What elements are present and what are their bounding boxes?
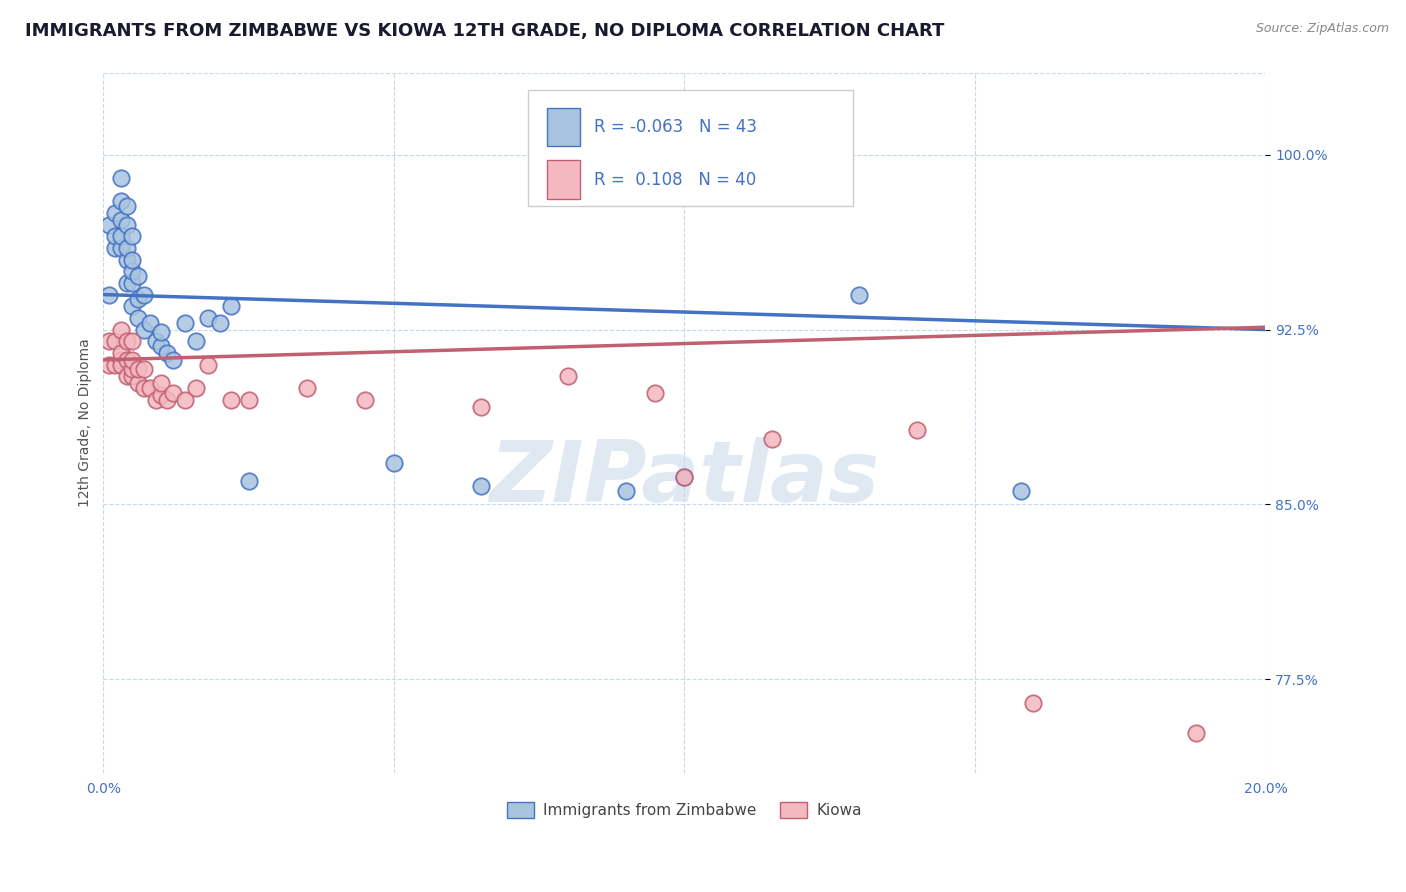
Text: ZIPatlas: ZIPatlas xyxy=(489,437,880,520)
Point xyxy=(238,474,260,488)
Point xyxy=(295,381,318,395)
Point xyxy=(110,346,132,360)
Legend: Immigrants from Zimbabwe, Kiowa: Immigrants from Zimbabwe, Kiowa xyxy=(501,797,868,824)
Point xyxy=(382,456,405,470)
Point xyxy=(121,369,143,384)
Point xyxy=(121,362,143,376)
Point xyxy=(470,400,492,414)
Point xyxy=(150,325,173,339)
Point xyxy=(208,316,231,330)
Point xyxy=(614,483,637,498)
Point xyxy=(353,392,375,407)
Point xyxy=(156,392,179,407)
Point xyxy=(673,469,696,483)
Point xyxy=(150,388,173,402)
Point xyxy=(150,339,173,353)
Point xyxy=(150,376,173,391)
Point xyxy=(127,310,149,325)
Point xyxy=(1184,726,1206,740)
Point xyxy=(127,376,149,391)
Point xyxy=(162,352,184,367)
Text: R =  0.108   N = 40: R = 0.108 N = 40 xyxy=(593,170,756,189)
Point xyxy=(115,352,138,367)
Text: Source: ZipAtlas.com: Source: ZipAtlas.com xyxy=(1256,22,1389,36)
Point xyxy=(156,346,179,360)
Point xyxy=(905,423,928,437)
Point xyxy=(98,218,121,232)
Point xyxy=(115,334,138,349)
Point xyxy=(162,385,184,400)
Point xyxy=(673,469,696,483)
Point xyxy=(115,199,138,213)
Point xyxy=(132,381,155,395)
Point xyxy=(115,276,138,290)
Point xyxy=(145,392,167,407)
Point xyxy=(98,358,121,372)
Point xyxy=(219,299,242,313)
Point xyxy=(219,392,242,407)
Point xyxy=(132,362,155,376)
Point xyxy=(121,352,143,367)
Point xyxy=(132,322,155,336)
Point xyxy=(110,358,132,372)
Point xyxy=(1010,483,1032,498)
Text: R = -0.063   N = 43: R = -0.063 N = 43 xyxy=(593,119,756,136)
Point xyxy=(173,392,195,407)
Point xyxy=(104,358,127,372)
Point xyxy=(110,322,132,336)
Point xyxy=(557,369,579,384)
Point xyxy=(761,432,783,446)
Point xyxy=(110,352,132,367)
Point xyxy=(139,316,162,330)
Point xyxy=(110,194,132,209)
Point xyxy=(104,241,127,255)
Point xyxy=(127,362,149,376)
Point xyxy=(186,381,208,395)
Point xyxy=(127,268,149,283)
Point xyxy=(197,358,219,372)
Point xyxy=(121,229,143,244)
Point xyxy=(115,252,138,267)
Point xyxy=(110,241,132,255)
Point xyxy=(1022,696,1045,710)
FancyBboxPatch shape xyxy=(547,161,579,199)
Point xyxy=(186,334,208,349)
Point xyxy=(115,241,138,255)
Point xyxy=(98,334,121,349)
Text: IMMIGRANTS FROM ZIMBABWE VS KIOWA 12TH GRADE, NO DIPLOMA CORRELATION CHART: IMMIGRANTS FROM ZIMBABWE VS KIOWA 12TH G… xyxy=(25,22,945,40)
Point xyxy=(121,334,143,349)
Point xyxy=(132,287,155,301)
Point xyxy=(173,316,195,330)
Point xyxy=(644,385,666,400)
Point xyxy=(104,334,127,349)
Point xyxy=(98,287,121,301)
Point xyxy=(848,287,870,301)
Point xyxy=(121,264,143,278)
Point xyxy=(104,229,127,244)
FancyBboxPatch shape xyxy=(547,108,579,146)
Point xyxy=(121,252,143,267)
Point xyxy=(121,276,143,290)
Point xyxy=(121,299,143,313)
Point xyxy=(127,292,149,306)
FancyBboxPatch shape xyxy=(527,90,853,206)
Point xyxy=(115,218,138,232)
Point xyxy=(110,213,132,227)
Point xyxy=(115,369,138,384)
Point xyxy=(110,229,132,244)
Point xyxy=(110,170,132,185)
Y-axis label: 12th Grade, No Diploma: 12th Grade, No Diploma xyxy=(79,338,93,508)
Point xyxy=(470,479,492,493)
Point xyxy=(104,206,127,220)
Point xyxy=(139,381,162,395)
Point xyxy=(145,334,167,349)
Point xyxy=(197,310,219,325)
Point xyxy=(238,392,260,407)
